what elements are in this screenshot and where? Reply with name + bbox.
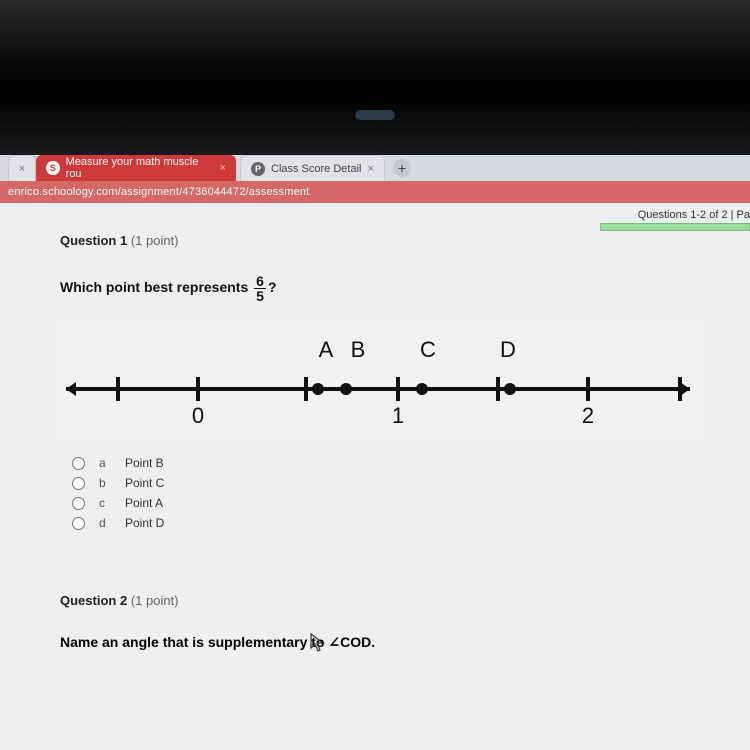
progress-indicator: Questions 1-2 of 2 | Pa [550, 209, 750, 231]
answer-choices: a Point B b Point C c Point A d Point D [60, 453, 720, 533]
choice-b[interactable]: b Point C [60, 473, 720, 493]
fraction: 6 5 [254, 274, 266, 303]
number-line-diagram: 0 1 2 AB C D [58, 319, 698, 439]
svg-text:0: 0 [192, 403, 204, 428]
svg-text:D: D [500, 337, 516, 362]
choice-letter: b [99, 476, 111, 490]
choice-letter: a [99, 456, 111, 470]
choice-a[interactable]: a Point B [60, 453, 720, 473]
question-2: Question 2 (1 point) Name an angle that … [60, 593, 720, 652]
tab-title: Measure your math muscle rou [66, 156, 214, 180]
site-icon: S [46, 161, 60, 175]
choice-label: Point A [125, 496, 163, 510]
prompt-prefix: Name an angle that is supplementary to [60, 634, 328, 650]
svg-text:C: C [420, 337, 436, 362]
choice-letter: d [99, 516, 111, 530]
question-2-header: Question 2 (1 point) [60, 593, 720, 608]
question-number: Question 1 [60, 233, 127, 248]
tab-active[interactable]: S Measure your math muscle rou × [36, 155, 236, 181]
address-bar[interactable]: enrico.schoology.com/assignment/47360444… [0, 181, 750, 203]
question-1-header: Question 1 (1 point) [60, 233, 720, 248]
radio-c[interactable] [72, 497, 85, 510]
site-icon: P [251, 162, 265, 176]
question-points: (1 point) [131, 233, 179, 248]
question-points: (1 point) [131, 593, 179, 608]
tab-title: Class Score Detail [271, 163, 361, 175]
progress-label: Questions 1-2 of 2 | Pa [638, 209, 750, 221]
svg-text:2: 2 [582, 403, 594, 428]
angle-name: COD. [340, 634, 375, 650]
question-number: Question 2 [60, 593, 127, 608]
tab-strip: × S Measure your math muscle rou × P Cla… [0, 155, 750, 181]
radio-b[interactable] [72, 477, 85, 490]
monitor-bezel [0, 0, 750, 155]
radio-a[interactable] [72, 457, 85, 470]
number-line-svg: 0 1 2 AB C D [58, 319, 698, 439]
angle-symbol: ∠ [328, 636, 340, 651]
choice-d[interactable]: d Point D [60, 513, 720, 533]
webcam [355, 110, 395, 120]
question-content: Question 1 (1 point) Which point best re… [0, 203, 750, 652]
svg-text:A: A [319, 337, 334, 362]
prompt-suffix: ? [268, 279, 277, 295]
browser-window: × S Measure your math muscle rou × P Cla… [0, 155, 750, 750]
fraction-numerator: 6 [254, 274, 266, 289]
close-icon[interactable]: × [220, 162, 226, 174]
close-icon[interactable]: × [19, 163, 25, 175]
radio-d[interactable] [72, 517, 85, 530]
tab-inactive[interactable]: P Class Score Detail × [240, 155, 385, 181]
mouse-cursor-icon [310, 633, 326, 658]
choice-c[interactable]: c Point A [60, 493, 720, 513]
choice-letter: c [99, 496, 111, 510]
tab-previous[interactable]: × [8, 155, 36, 181]
progress-bar [600, 223, 750, 231]
question-2-prompt: Name an angle that is supplementary to ∠… [60, 634, 720, 652]
choice-label: Point B [125, 456, 164, 470]
new-tab-button[interactable]: + [393, 159, 411, 177]
question-1-prompt: Which point best represents 6 5 ? [60, 274, 720, 303]
svg-text:B: B [351, 337, 366, 362]
choice-label: Point C [125, 476, 164, 490]
url-text: enrico.schoology.com/assignment/47360444… [8, 186, 309, 198]
choice-label: Point D [125, 516, 164, 530]
prompt-prefix: Which point best represents [60, 279, 252, 295]
page-body: Questions 1-2 of 2 | Pa Question 1 (1 po… [0, 203, 750, 750]
fraction-denominator: 5 [254, 289, 266, 303]
close-icon[interactable]: × [367, 163, 373, 175]
svg-text:1: 1 [392, 403, 404, 428]
